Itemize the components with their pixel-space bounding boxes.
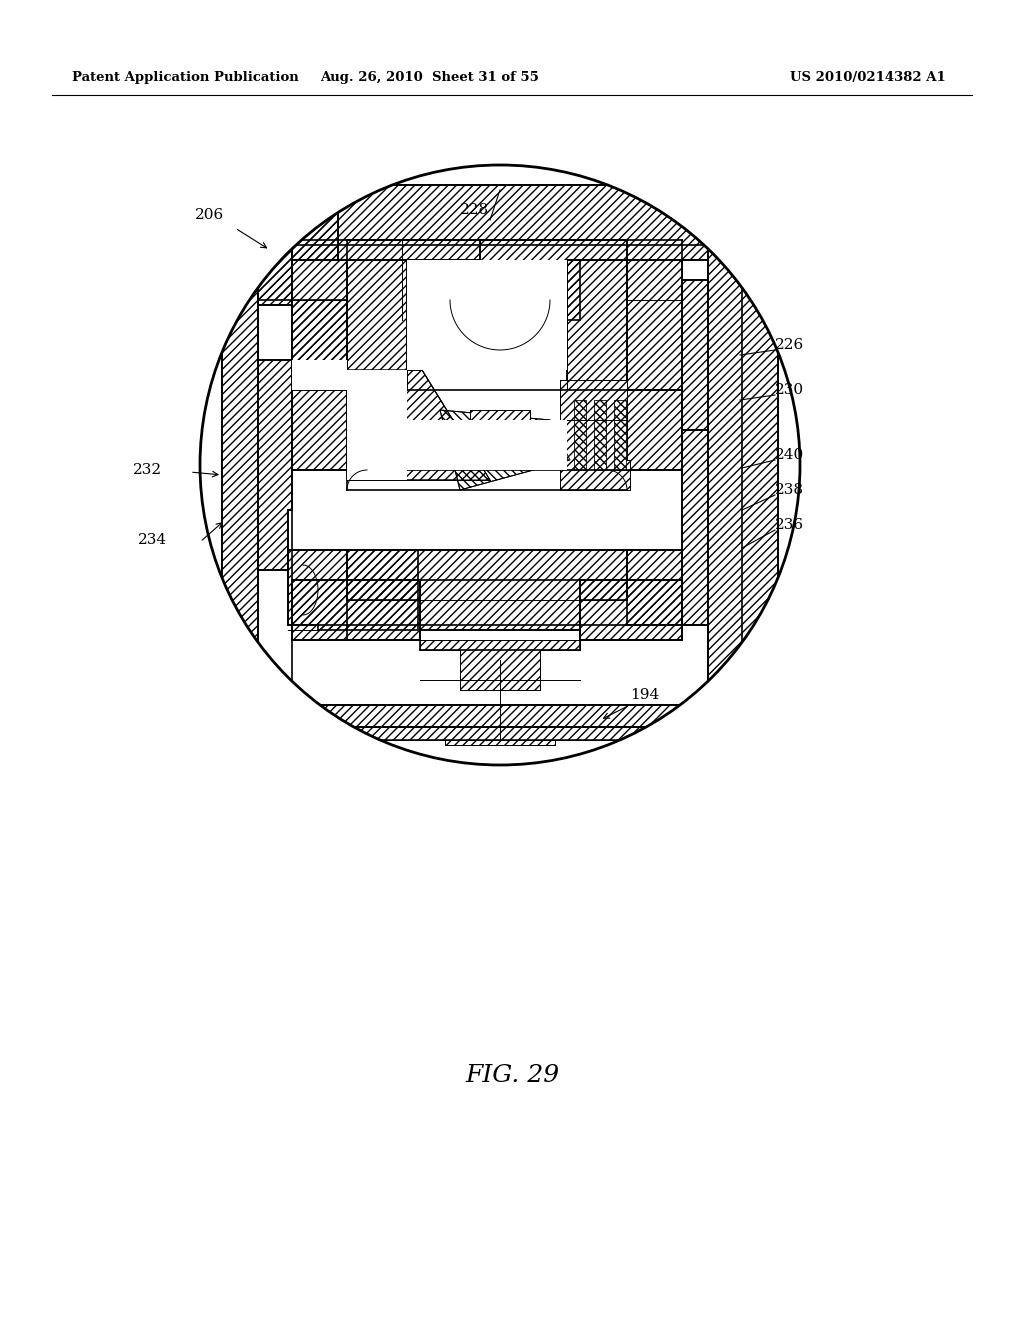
Text: 238: 238: [775, 483, 804, 498]
Text: US 2010/0214382 A1: US 2010/0214382 A1: [790, 71, 946, 84]
Polygon shape: [258, 360, 292, 570]
Polygon shape: [272, 705, 728, 727]
Polygon shape: [470, 411, 530, 450]
Circle shape: [200, 165, 800, 766]
Text: 234: 234: [138, 533, 167, 546]
Polygon shape: [682, 430, 708, 624]
Text: Patent Application Publication: Patent Application Publication: [72, 71, 299, 84]
Polygon shape: [222, 185, 258, 741]
Polygon shape: [420, 640, 580, 680]
Polygon shape: [347, 260, 407, 420]
Polygon shape: [292, 727, 708, 741]
Bar: [292, 360, 347, 389]
Bar: [407, 420, 567, 470]
Polygon shape: [627, 389, 682, 470]
Polygon shape: [347, 240, 627, 319]
Text: 206: 206: [195, 209, 224, 222]
Text: Aug. 26, 2010  Sheet 31 of 55: Aug. 26, 2010 Sheet 31 of 55: [321, 71, 540, 84]
Bar: [347, 370, 407, 480]
Polygon shape: [614, 400, 626, 470]
Text: 232: 232: [133, 463, 162, 477]
Text: 194: 194: [630, 688, 659, 702]
Text: FIG. 29: FIG. 29: [465, 1064, 559, 1086]
Text: 236: 236: [775, 517, 804, 532]
Polygon shape: [347, 550, 627, 630]
Polygon shape: [440, 411, 570, 490]
Polygon shape: [560, 380, 630, 490]
Polygon shape: [627, 260, 682, 389]
Bar: [407, 260, 567, 370]
Polygon shape: [292, 389, 347, 470]
Polygon shape: [574, 400, 586, 470]
Polygon shape: [258, 185, 292, 300]
Polygon shape: [292, 185, 708, 260]
Polygon shape: [682, 280, 708, 430]
Polygon shape: [292, 579, 420, 640]
Polygon shape: [594, 400, 606, 470]
Polygon shape: [580, 579, 682, 640]
Polygon shape: [460, 680, 540, 690]
Polygon shape: [567, 260, 627, 420]
Polygon shape: [347, 370, 490, 480]
Text: 228: 228: [460, 203, 489, 216]
Polygon shape: [627, 550, 682, 624]
Text: 240: 240: [775, 447, 804, 462]
Polygon shape: [292, 260, 347, 389]
Text: 226: 226: [775, 338, 804, 352]
Polygon shape: [708, 185, 778, 741]
Text: 230: 230: [775, 383, 804, 397]
Polygon shape: [258, 185, 338, 305]
Polygon shape: [292, 300, 347, 389]
Polygon shape: [288, 550, 418, 630]
Polygon shape: [445, 741, 555, 744]
